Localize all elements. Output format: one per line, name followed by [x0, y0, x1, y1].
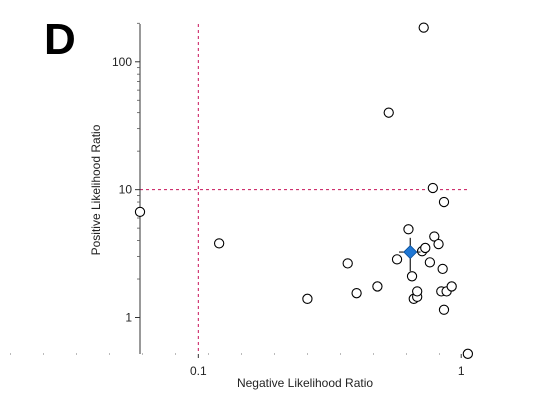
y-tick-label: 100 — [112, 55, 132, 69]
reference-lines — [140, 24, 470, 354]
panel-label: D — [44, 15, 76, 64]
study-point — [438, 304, 450, 315]
study-point — [351, 288, 362, 299]
study-point — [433, 238, 444, 250]
x-tick-label: 1 — [458, 364, 465, 378]
x-tick-label: 0.1 — [190, 364, 207, 378]
y-tick-label: 1 — [125, 311, 132, 325]
axes: 1 10 100 0.1 1 — [10, 22, 472, 378]
study-point — [391, 254, 403, 265]
y-tick-label: 10 — [119, 183, 133, 197]
study-point — [213, 238, 225, 249]
summary-point-group — [399, 237, 421, 272]
study-point — [437, 263, 448, 275]
study-point — [438, 196, 450, 208]
study-point — [403, 224, 414, 235]
study-point — [406, 271, 418, 282]
study-point — [427, 182, 438, 194]
study-point — [420, 242, 431, 254]
study-point — [134, 206, 146, 218]
summary-point — [403, 244, 418, 260]
study-point — [424, 257, 436, 268]
study-point — [446, 281, 457, 292]
y-axis-title: Positive Likelihood Ratio — [89, 124, 103, 255]
study-point — [429, 231, 440, 242]
study-point — [342, 258, 353, 269]
study-point — [302, 293, 313, 304]
study-points — [134, 22, 474, 359]
study-point — [462, 348, 474, 359]
study-point — [412, 286, 423, 297]
study-point — [418, 22, 429, 33]
study-point — [383, 107, 394, 118]
x-axis-title: Negative Likelihood Ratio — [237, 376, 373, 390]
study-point — [372, 281, 383, 292]
